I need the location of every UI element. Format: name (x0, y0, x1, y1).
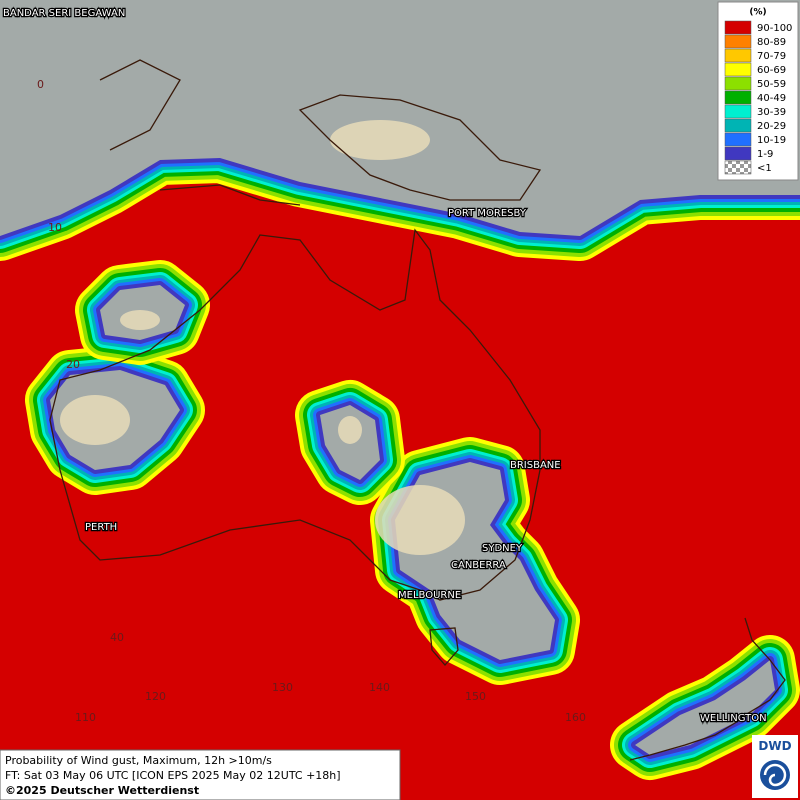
legend-swatch (724, 104, 752, 119)
legend-swatch (724, 160, 752, 175)
latitude-label: 10 (48, 221, 62, 234)
legend-swatch (724, 90, 752, 105)
longitude-label: 140 (369, 681, 390, 694)
city-label: BRISBANE (510, 460, 561, 471)
footer-box (0, 749, 401, 800)
city-label: PERTH (85, 522, 117, 533)
terrain (60, 395, 130, 445)
graticule-labels: 0 10 20 40 110 120 130 140 150 160 (37, 78, 586, 724)
legend-title: (%) (749, 8, 766, 18)
logo-swirl (763, 763, 787, 787)
legend-label: 70-79 (757, 51, 786, 62)
terrain (375, 485, 465, 555)
legend-swatch (724, 76, 752, 91)
legend-swatch (724, 34, 752, 49)
city-label: PORT MORESBY (448, 208, 527, 219)
footer-line: FT: Sat 03 May 06 UTC [ICON EPS 2025 May… (5, 769, 341, 782)
legend-label: 10-19 (757, 135, 786, 146)
latitude-label: 40 (110, 631, 124, 644)
coastlines (49, 59, 786, 761)
city-label: BANDAR SERI BEGAWAN (3, 8, 125, 19)
longitude-label: 120 (145, 690, 166, 703)
longitude-label: 160 (565, 711, 586, 724)
probability-zones (0, 0, 800, 755)
logo-text: DWD (758, 739, 791, 753)
legend-swatch (724, 146, 752, 161)
legend-label: 20-29 (757, 121, 786, 132)
legend-swatch (724, 132, 752, 147)
city-label: MELBOURNE (398, 590, 461, 601)
legend-swatch (724, 62, 752, 77)
longitude-label: 130 (272, 681, 293, 694)
legend-swatch (724, 20, 752, 35)
legend-label: 40-49 (757, 93, 786, 104)
footer-line: Probability of Wind gust, Maximum, 12h >… (5, 754, 272, 767)
legend-label: 30-39 (757, 107, 786, 118)
latitude-label: 0 (37, 78, 44, 91)
longitude-label: 110 (75, 711, 96, 724)
footer-line: ©2025 Deutscher Wetterdienst (5, 784, 199, 797)
legend-swatch (724, 118, 752, 133)
legend-label: <1 (757, 163, 772, 174)
terrain (120, 310, 160, 330)
latitude-label: 20 (66, 358, 80, 371)
city-label: WELLINGTON (700, 713, 767, 724)
city-labels: BANDAR SERI BEGAWAN PORT MORESBY BRISBANE S… (2, 7, 768, 726)
legend-label: 60-69 (757, 65, 786, 76)
legend-label: 90-100 (757, 23, 792, 34)
city-label: CANBERRA (451, 560, 506, 571)
legend-label: 50-59 (757, 79, 786, 90)
legend: (%) 90-100 80-89 70-79 60-69 50-59 40-49 30-39… (717, 1, 799, 181)
legend-label: 1-9 (757, 149, 773, 160)
legend-swatch (724, 48, 752, 63)
legend-label: 80-89 (757, 37, 786, 48)
terrain (330, 120, 430, 160)
city-label: SYDNEY (482, 543, 523, 554)
terrain (338, 416, 362, 444)
longitude-label: 150 (465, 690, 486, 703)
